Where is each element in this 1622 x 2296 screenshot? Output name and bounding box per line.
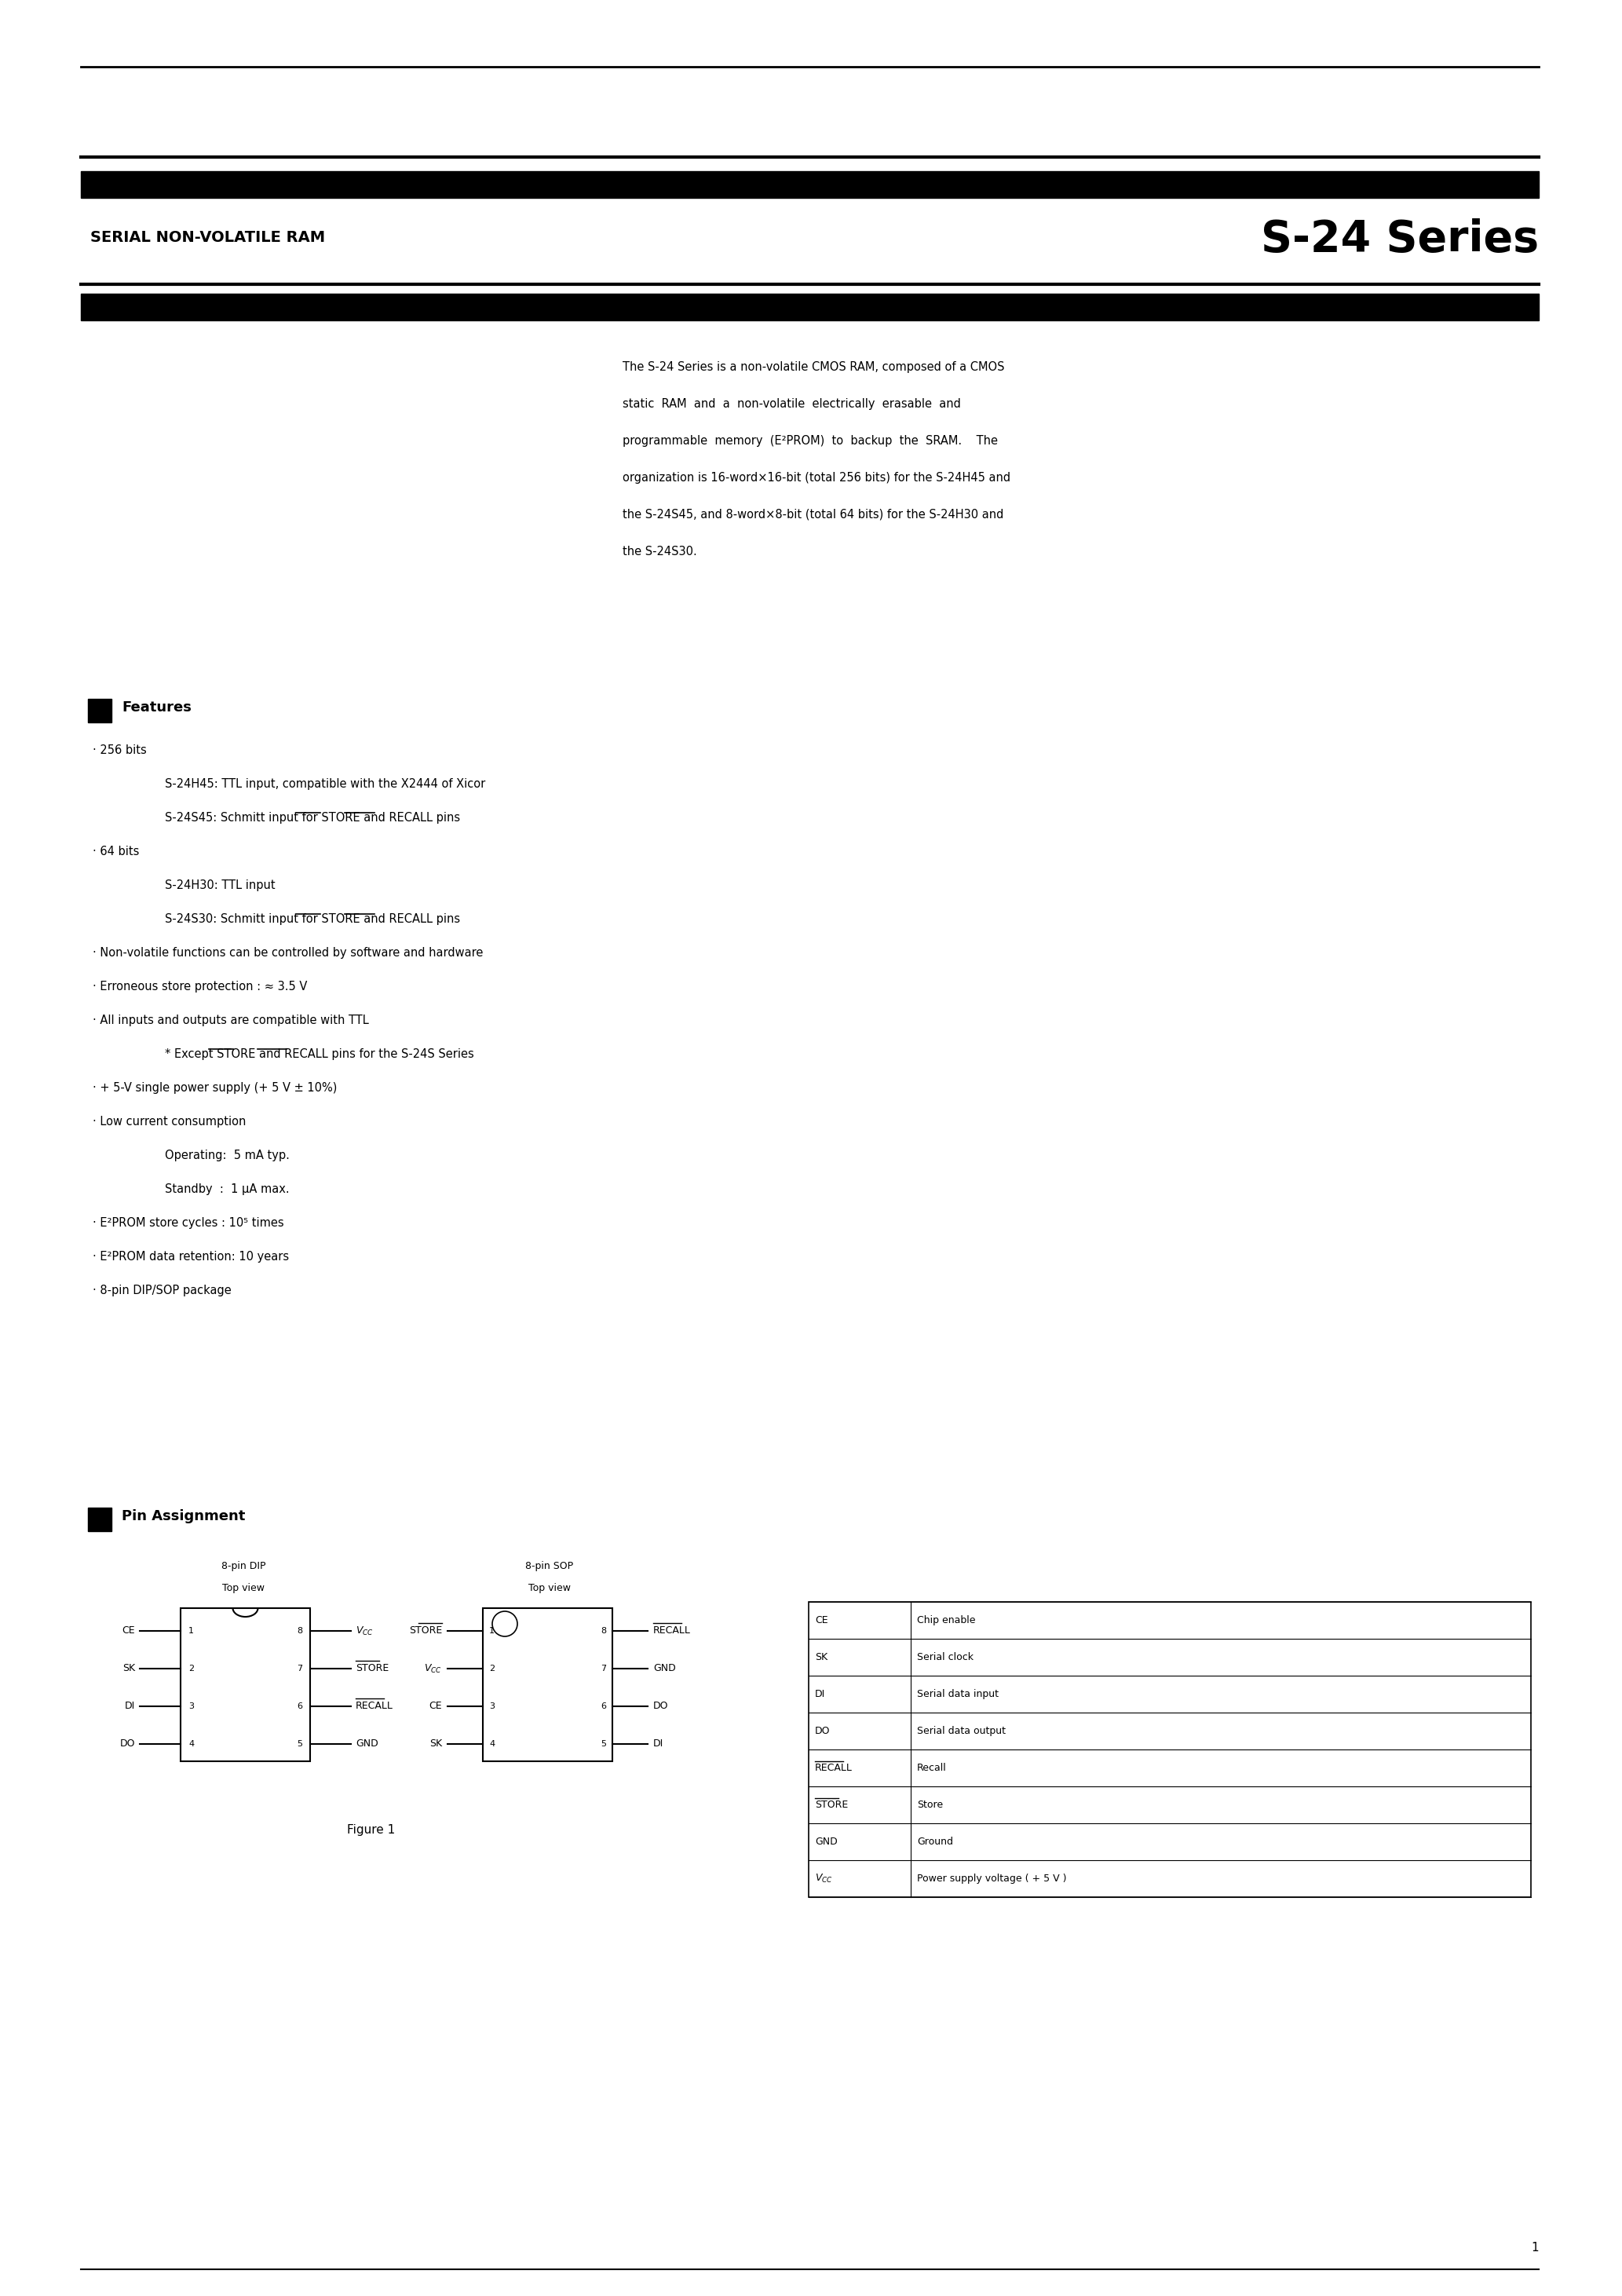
Text: DI: DI [125, 1701, 135, 1711]
Text: Top view: Top view [529, 1582, 571, 1593]
Text: Store: Store [916, 1800, 942, 1809]
Text: 7: 7 [600, 1665, 607, 1671]
Bar [809, 1603, 1531, 1896]
Text: · E²PROM data retention: 10 years: · E²PROM data retention: 10 years [92, 1251, 289, 1263]
Text: 1: 1 [490, 1628, 495, 1635]
Text: the S-24S45, and 8-word×8-bit (total 64 bits) for the S-24H30 and: the S-24S45, and 8-word×8-bit (total 64 … [623, 510, 1004, 521]
Text: * Except STORE and RECALL pins for the S-24S Series: * Except STORE and RECALL pins for the S… [165, 1049, 474, 1061]
Text: 4: 4 [188, 1740, 195, 1747]
Text: · Non-volatile functions can be controlled by software and hardware: · Non-volatile functions can be controll… [92, 946, 483, 960]
Text: 6: 6 [600, 1701, 607, 1711]
Text: DO: DO [654, 1701, 668, 1711]
Text: Figure 1: Figure 1 [347, 1823, 396, 1837]
Text: static  RAM  and  a  non-volatile  electrically  erasable  and: static RAM and a non-volatile electrical… [623, 397, 960, 411]
Bar [809, 1786, 1531, 1823]
Text: 8: 8 [297, 1628, 302, 1635]
Text: DO: DO [120, 1738, 135, 1750]
Text: SK: SK [122, 1665, 135, 1674]
Bar [483, 1607, 613, 1761]
Bar [809, 1639, 1531, 1676]
Bar [88, 698, 112, 723]
Text: organization is 16-word×16-bit (total 256 bits) for the S-24H45 and: organization is 16-word×16-bit (total 25… [623, 473, 1011, 484]
Text: 1: 1 [1531, 2241, 1539, 2255]
Text: CE: CE [122, 1626, 135, 1637]
Text: Pin Assignment: Pin Assignment [122, 1508, 245, 1522]
Text: RECALL: RECALL [814, 1763, 853, 1773]
Bar [809, 1823, 1531, 1860]
Text: 4: 4 [490, 1740, 495, 1747]
Text: Features: Features [122, 700, 191, 714]
Text: Chip enable: Chip enable [916, 1614, 975, 1626]
Text: S-24S45: Schmitt input for STORE and RECALL pins: S-24S45: Schmitt input for STORE and REC… [165, 813, 461, 824]
Text: S-24S30: Schmitt input for STORE and RECALL pins: S-24S30: Schmitt input for STORE and REC… [165, 914, 461, 925]
Text: STORE: STORE [814, 1800, 848, 1809]
Text: 2: 2 [188, 1665, 195, 1671]
Text: S-24H45: TTL input, compatible with the X2444 of Xicor: S-24H45: TTL input, compatible with the … [165, 778, 485, 790]
Bar [809, 1750, 1531, 1786]
Text: CE: CE [814, 1614, 827, 1626]
Text: · All inputs and outputs are compatible with TTL: · All inputs and outputs are compatible … [92, 1015, 368, 1026]
Text: RECALL: RECALL [654, 1626, 691, 1637]
Text: 6: 6 [297, 1701, 302, 1711]
Text: S-24H30: TTL input: S-24H30: TTL input [165, 879, 276, 891]
Text: · Erroneous store protection : ≈ 3.5 V: · Erroneous store protection : ≈ 3.5 V [92, 980, 307, 992]
Text: Operating:  5 mA typ.: Operating: 5 mA typ. [165, 1150, 290, 1162]
Text: The S-24 Series is a non-volatile CMOS RAM, composed of a CMOS: The S-24 Series is a non-volatile CMOS R… [623, 360, 1004, 372]
Text: 5: 5 [297, 1740, 302, 1747]
Text: 8-pin DIP: 8-pin DIP [221, 1561, 266, 1570]
Text: STORE: STORE [355, 1665, 389, 1674]
Text: Serial data output: Serial data output [916, 1727, 1006, 1736]
Text: 7: 7 [297, 1665, 302, 1671]
Text: DI: DI [654, 1738, 663, 1750]
Text: Serial data input: Serial data input [916, 1690, 999, 1699]
Text: 3: 3 [490, 1701, 495, 1711]
Bar [81, 172, 1539, 197]
Text: programmable  memory  (E²PROM)  to  backup  the  SRAM.    The: programmable memory (E²PROM) to backup t… [623, 434, 998, 448]
Text: SERIAL NON-VOLATILE RAM: SERIAL NON-VOLATILE RAM [91, 230, 324, 246]
Text: 1: 1 [188, 1628, 195, 1635]
Text: Power supply voltage ( + 5 V ): Power supply voltage ( + 5 V ) [916, 1874, 1067, 1883]
Text: · 64 bits: · 64 bits [92, 845, 139, 856]
Text: Top view: Top view [222, 1582, 264, 1593]
Bar [809, 1676, 1531, 1713]
Text: GND: GND [355, 1738, 378, 1750]
Text: 8-pin SOP: 8-pin SOP [526, 1561, 574, 1570]
Text: GND: GND [654, 1665, 676, 1674]
Text: SK: SK [430, 1738, 443, 1750]
Text: · 256 bits: · 256 bits [92, 744, 146, 755]
Text: 2: 2 [490, 1665, 495, 1671]
Text: Recall: Recall [916, 1763, 947, 1773]
Text: · E²PROM store cycles : 10⁵ times: · E²PROM store cycles : 10⁵ times [92, 1217, 284, 1228]
Text: S-24 Series: S-24 Series [1260, 218, 1539, 262]
Bar [81, 294, 1539, 321]
Text: · + 5-V single power supply (+ 5 V ± 10%): · + 5-V single power supply (+ 5 V ± 10%… [92, 1081, 337, 1093]
Text: the S-24S30.: the S-24S30. [623, 546, 697, 558]
Text: DO: DO [814, 1727, 830, 1736]
Text: 3: 3 [188, 1701, 195, 1711]
Text: DI: DI [814, 1690, 826, 1699]
Bar [88, 1508, 112, 1531]
Text: $V_{CC}$: $V_{CC}$ [814, 1874, 832, 1885]
Text: · 8-pin DIP/SOP package: · 8-pin DIP/SOP package [92, 1286, 232, 1297]
Text: SK: SK [814, 1653, 827, 1662]
Text: 5: 5 [600, 1740, 607, 1747]
Text: Serial clock: Serial clock [916, 1653, 973, 1662]
Bar [180, 1607, 310, 1761]
Text: RECALL: RECALL [355, 1701, 393, 1711]
Text: STORE: STORE [409, 1626, 443, 1637]
Text: CE: CE [428, 1701, 443, 1711]
Text: GND: GND [814, 1837, 837, 1846]
Text: $V_{CC}$: $V_{CC}$ [355, 1626, 373, 1637]
Text: · Low current consumption: · Low current consumption [92, 1116, 247, 1127]
Bar [809, 1713, 1531, 1750]
Text: Ground: Ground [916, 1837, 954, 1846]
Text: Standby  :  1 μA max.: Standby : 1 μA max. [165, 1182, 289, 1196]
Text: $V_{CC}$: $V_{CC}$ [425, 1662, 443, 1674]
Text: 8: 8 [600, 1628, 607, 1635]
Bar [809, 1603, 1531, 1639]
Bar [809, 1860, 1531, 1896]
